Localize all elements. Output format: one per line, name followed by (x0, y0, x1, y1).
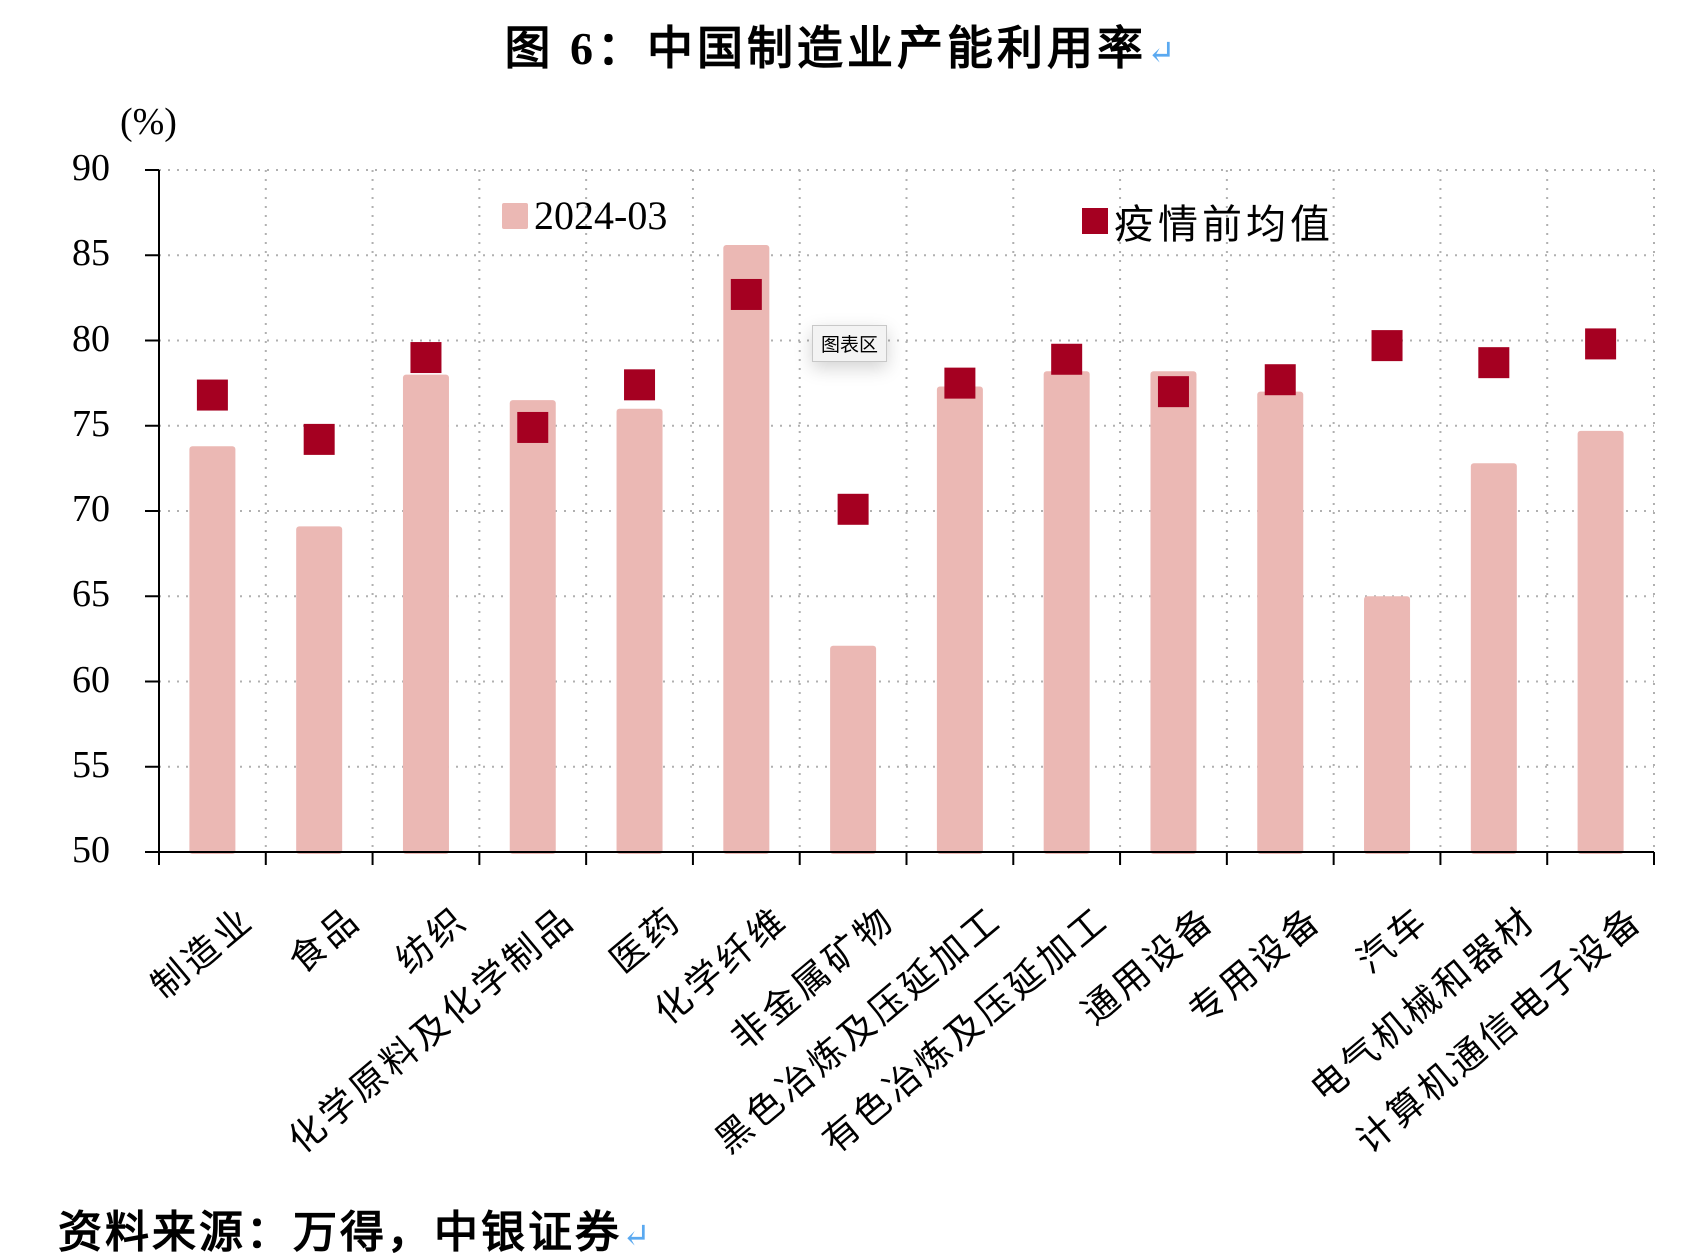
marker-pre-pandemic-avg[interactable] (837, 493, 869, 525)
y-tick-label: 50 (72, 829, 110, 871)
chart-title: 图 6：中国制造业产能利用率↵ (504, 23, 1180, 74)
chart-area-tooltip: 图表区 (812, 325, 888, 362)
marker-pre-pandemic-avg[interactable] (1264, 364, 1296, 396)
y-tick-label: 85 (72, 232, 110, 275)
legend-label: 疫情前均值 (1114, 202, 1334, 247)
bar-2024-03[interactable] (830, 645, 877, 854)
marker-pre-pandemic-avg[interactable] (1051, 343, 1083, 375)
marker-pre-pandemic-avg[interactable] (1371, 330, 1403, 362)
marker-pre-pandemic-avg[interactable] (1585, 328, 1617, 360)
bar-2024-03[interactable] (936, 386, 983, 854)
y-tick-label: 65 (72, 573, 110, 616)
bar-2024-03[interactable] (1150, 371, 1197, 854)
return-mark-icon: ↵ (1147, 35, 1180, 72)
legend-item-pre-pandemic[interactable]: 疫情前均值 (1082, 192, 1334, 250)
bar-2024-03[interactable] (1364, 596, 1411, 854)
return-mark-icon: ↵ (622, 1218, 654, 1255)
y-tick-label: 55 (72, 743, 110, 786)
marker-pre-pandemic-avg[interactable] (517, 411, 549, 443)
marker-pre-pandemic-avg[interactable] (1478, 347, 1510, 379)
bar-2024-03[interactable] (1257, 391, 1304, 854)
marker-pre-pandemic-avg[interactable] (410, 342, 442, 374)
marker-pre-pandemic-avg[interactable] (303, 423, 335, 455)
bar-2024-03[interactable] (1043, 371, 1090, 854)
bar-2024-03[interactable] (296, 526, 343, 854)
source-note: 资料来源：万得，中银证券↵ (58, 1208, 654, 1257)
bar-2024-03[interactable] (1470, 463, 1517, 854)
legend-item-2024-03[interactable]: 2024-03 (502, 192, 667, 239)
marker-pre-pandemic-avg[interactable] (624, 369, 656, 401)
bar-2024-03[interactable] (189, 446, 236, 854)
marker-pre-pandemic-avg[interactable] (730, 278, 762, 310)
marker-pre-pandemic-avg[interactable] (196, 379, 228, 411)
bar-2024-03[interactable] (616, 408, 663, 854)
y-tick-label: 75 (72, 402, 110, 445)
bar-2024-03[interactable] (509, 400, 556, 854)
marker-pre-pandemic-avg[interactable] (1157, 376, 1189, 408)
y-tick-label: 80 (72, 317, 110, 360)
bar-swatch-icon (502, 202, 528, 229)
bar-2024-03[interactable] (723, 245, 770, 854)
y-axis-unit: (%) (120, 101, 177, 143)
y-tick-label: 70 (72, 488, 110, 530)
square-marker-icon (1082, 208, 1108, 234)
y-tick-label: 60 (72, 658, 110, 701)
y-tick-label: 90 (72, 147, 110, 189)
bar-2024-03[interactable] (1577, 430, 1624, 854)
legend-label: 2024-03 (534, 193, 668, 238)
marker-pre-pandemic-avg[interactable] (944, 367, 976, 399)
bar-2024-03[interactable] (402, 374, 449, 854)
